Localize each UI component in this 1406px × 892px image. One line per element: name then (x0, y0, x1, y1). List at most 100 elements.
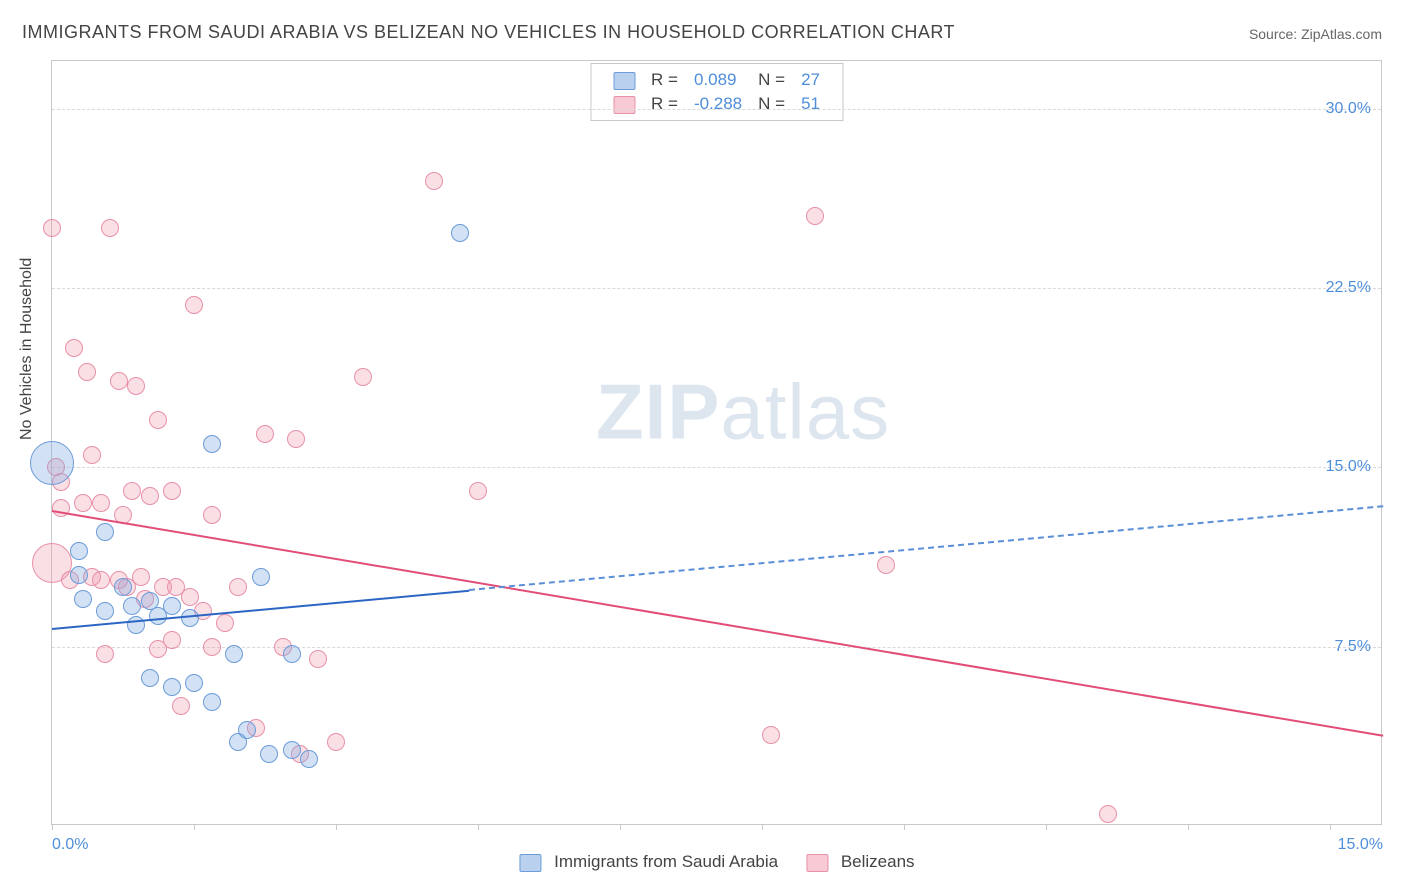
trendline-saudi-solid (52, 589, 469, 629)
data-point-a (96, 523, 114, 541)
data-point-b (425, 172, 443, 190)
legend-row: R =0.089N =27 (605, 68, 828, 92)
gridline (52, 288, 1381, 289)
data-point-b (92, 494, 110, 512)
data-point-b (96, 645, 114, 663)
data-point-a (252, 568, 270, 586)
data-point-b (203, 506, 221, 524)
data-point-a (181, 609, 199, 627)
data-point-b (287, 430, 305, 448)
data-point-a (70, 566, 88, 584)
data-point-b (141, 487, 159, 505)
data-point-a (225, 645, 243, 663)
data-point-a (238, 721, 256, 739)
legend-r-label: R = (643, 68, 686, 92)
data-point-a (283, 645, 301, 663)
gridline (52, 467, 1381, 468)
legend-row: R =-0.288N =51 (605, 92, 828, 116)
y-axis-label: No Vehicles in Household (18, 258, 36, 440)
data-point-a (300, 750, 318, 768)
x-tick-mark (1330, 824, 1331, 830)
data-point-b (216, 614, 234, 632)
correlation-legend: R =0.089N =27R =-0.288N =51 (590, 63, 843, 121)
x-tick-mark (478, 824, 479, 830)
legend-swatch (613, 72, 635, 90)
data-point-b (110, 372, 128, 390)
data-point-a (74, 590, 92, 608)
x-tick-mark (762, 824, 763, 830)
series-legend: Immigrants from Saudi Arabia Belizeans (491, 852, 914, 872)
legend-swatch (519, 854, 541, 872)
data-point-b (469, 482, 487, 500)
legend-swatch (613, 96, 635, 114)
y-tick-label: 7.5% (1335, 638, 1371, 656)
data-point-b (181, 588, 199, 606)
trendline-saudi-dashed (469, 506, 1383, 592)
plot-area: ZIPatlas R =0.089N =27R =-0.288N =51 7.5… (51, 60, 1382, 825)
legend-r-value: 0.089 (686, 68, 750, 92)
x-tick-mark (1188, 824, 1189, 830)
legend-n-label: N = (750, 92, 793, 116)
data-point-a (203, 693, 221, 711)
chart-container: IMMIGRANTS FROM SAUDI ARABIA VS BELIZEAN… (0, 0, 1406, 892)
gridline (52, 109, 1381, 110)
y-tick-label: 22.5% (1326, 279, 1371, 297)
data-point-b (256, 425, 274, 443)
data-point-b (92, 571, 110, 589)
data-point-a (123, 597, 141, 615)
data-point-b (132, 568, 150, 586)
gridline (52, 647, 1381, 648)
data-point-b (65, 339, 83, 357)
data-point-a (141, 669, 159, 687)
data-point-b (163, 631, 181, 649)
x-tick-mark (620, 824, 621, 830)
x-tick-mark (52, 824, 53, 830)
x-tick-mark (904, 824, 905, 830)
data-point-b (163, 482, 181, 500)
legend-n-value: 27 (793, 68, 828, 92)
data-point-b (101, 219, 119, 237)
data-point-b (78, 363, 96, 381)
x-tick-label: 15.0% (1338, 836, 1383, 854)
x-tick-mark (1046, 824, 1047, 830)
legend-series-label: Immigrants from Saudi Arabia (549, 852, 778, 871)
data-point-b (354, 368, 372, 386)
data-point-b (762, 726, 780, 744)
x-tick-mark (336, 824, 337, 830)
y-tick-label: 15.0% (1326, 458, 1371, 476)
data-point-b (806, 207, 824, 225)
trendline-belizeans (52, 510, 1383, 737)
data-point-b (309, 650, 327, 668)
watermark: ZIPatlas (596, 366, 890, 457)
legend-series-label: Belizeans (836, 852, 914, 871)
data-point-a (203, 435, 221, 453)
data-point-b (1099, 805, 1117, 823)
data-point-b (123, 482, 141, 500)
data-point-b (877, 556, 895, 574)
data-point-a (70, 542, 88, 560)
data-point-a (163, 678, 181, 696)
legend-r-label: R = (643, 92, 686, 116)
data-point-a (283, 741, 301, 759)
data-point-b (185, 296, 203, 314)
data-point-b (74, 494, 92, 512)
data-point-b (127, 377, 145, 395)
data-point-b (229, 578, 247, 596)
data-point-b (327, 733, 345, 751)
x-tick-label: 0.0% (52, 836, 88, 854)
chart-title: IMMIGRANTS FROM SAUDI ARABIA VS BELIZEAN… (22, 22, 955, 43)
data-point-b (172, 697, 190, 715)
legend-n-value: 51 (793, 92, 828, 116)
y-tick-label: 30.0% (1326, 100, 1371, 118)
data-point-b (83, 446, 101, 464)
legend-n-label: N = (750, 68, 793, 92)
x-tick-mark (194, 824, 195, 830)
data-point-a (163, 597, 181, 615)
data-point-b (43, 219, 61, 237)
legend-swatch (806, 854, 828, 872)
data-point-a (30, 441, 74, 485)
data-point-a (185, 674, 203, 692)
legend-r-value: -0.288 (686, 92, 750, 116)
data-point-a (96, 602, 114, 620)
data-point-a (260, 745, 278, 763)
